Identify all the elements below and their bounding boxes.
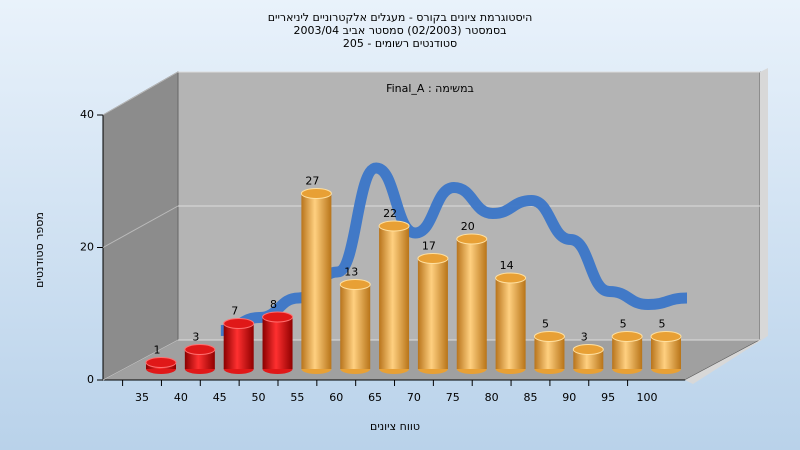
y-tick-label: 0 bbox=[87, 373, 94, 386]
chart-subtitle: סטודנטים רשומים - 205 bbox=[343, 37, 457, 50]
bar-top bbox=[611, 331, 643, 342]
back-wall-edge bbox=[760, 68, 768, 340]
bar-body bbox=[223, 323, 254, 369]
bar-body bbox=[340, 284, 371, 369]
bar bbox=[495, 272, 527, 374]
chart-title: היסטוגרמת ציונים בקורס - מעגלים אלקטרוני… bbox=[268, 11, 533, 24]
bar bbox=[145, 357, 177, 374]
x-axis-label: טווח ציונים bbox=[370, 420, 420, 433]
value-label: 3 bbox=[581, 331, 588, 344]
x-tick-label: 90 bbox=[562, 391, 576, 404]
value-label: 5 bbox=[542, 318, 549, 331]
value-label: 22 bbox=[383, 207, 397, 220]
value-label: 14 bbox=[500, 259, 514, 272]
bar-top bbox=[145, 357, 177, 368]
bar-top bbox=[184, 344, 216, 355]
bar-body bbox=[573, 349, 604, 369]
bar bbox=[339, 279, 371, 374]
value-label: 27 bbox=[305, 175, 319, 188]
value-label: 7 bbox=[231, 305, 238, 318]
grid-line bbox=[102, 71, 179, 116]
x-tick-label: 75 bbox=[446, 391, 460, 404]
x-tick-label: 95 bbox=[601, 391, 615, 404]
bar-body bbox=[495, 278, 526, 369]
bar bbox=[611, 331, 643, 374]
bar-body bbox=[184, 349, 215, 369]
left-wall bbox=[102, 71, 179, 381]
bar bbox=[378, 220, 410, 374]
bar-top bbox=[417, 253, 449, 264]
bar bbox=[650, 331, 682, 374]
x-tick-label: 60 bbox=[329, 391, 343, 404]
x-tick-label: 40 bbox=[174, 391, 188, 404]
value-label: 8 bbox=[270, 298, 277, 311]
value-label: 17 bbox=[422, 240, 436, 253]
value-label: 13 bbox=[344, 266, 358, 279]
bar bbox=[456, 233, 488, 374]
x-tick-label: 100 bbox=[637, 391, 658, 404]
bar-top bbox=[262, 311, 294, 323]
x-tick-label: 70 bbox=[407, 391, 421, 404]
bar-top bbox=[378, 220, 410, 232]
bar-top bbox=[300, 188, 332, 199]
bar-body bbox=[379, 226, 410, 369]
bar bbox=[262, 311, 294, 374]
floor-edge bbox=[685, 336, 768, 384]
bar-body bbox=[456, 239, 487, 369]
y-tick-label: 40 bbox=[80, 108, 94, 121]
value-label: 3 bbox=[192, 331, 199, 344]
x-tick-label: 45 bbox=[213, 391, 227, 404]
bar-top bbox=[650, 331, 682, 342]
bar-top bbox=[495, 272, 527, 284]
x-tick-label: 65 bbox=[368, 391, 382, 404]
x-tick-label: 35 bbox=[135, 391, 149, 404]
bar-top bbox=[456, 233, 488, 245]
bar-body bbox=[262, 317, 293, 369]
y-axis-label: מספר סטודנטים bbox=[33, 212, 46, 288]
annotation: Final_A : במשימה bbox=[386, 82, 474, 95]
bar-body bbox=[417, 258, 448, 369]
grid-line bbox=[102, 205, 179, 248]
bar bbox=[223, 318, 255, 374]
value-label: 1 bbox=[154, 344, 161, 357]
x-tick-label: 85 bbox=[523, 391, 537, 404]
bar bbox=[572, 344, 604, 374]
bar bbox=[533, 331, 565, 374]
bar-top bbox=[533, 331, 565, 342]
x-tick-label: 50 bbox=[252, 391, 266, 404]
bar-body bbox=[301, 193, 332, 369]
value-label: 5 bbox=[620, 318, 627, 331]
bar-top bbox=[572, 344, 604, 355]
value-label: 5 bbox=[659, 318, 666, 331]
bar-top bbox=[339, 279, 371, 290]
bar bbox=[417, 253, 449, 374]
value-label: 20 bbox=[461, 220, 475, 233]
chart-subtitle: בסמסטר (02/2003) סמסטר אביב 2003/04 bbox=[293, 24, 506, 37]
bar bbox=[300, 188, 332, 374]
grid-line bbox=[102, 339, 179, 381]
bar bbox=[184, 344, 216, 374]
bar-top bbox=[223, 318, 255, 329]
x-tick-label: 55 bbox=[290, 391, 304, 404]
y-tick-label: 20 bbox=[80, 241, 94, 254]
x-tick-label: 80 bbox=[485, 391, 499, 404]
